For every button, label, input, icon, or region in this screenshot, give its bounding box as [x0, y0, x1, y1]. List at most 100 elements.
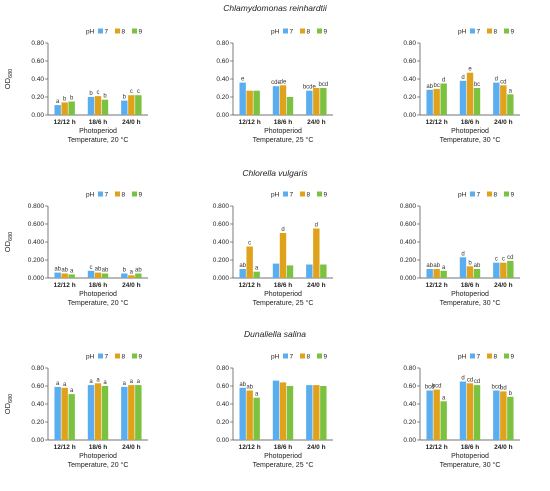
bar-ph7-1212 — [426, 269, 433, 278]
bar-ph7-1212 — [239, 387, 246, 440]
bar-ph9-240 — [135, 385, 142, 440]
bar-ph7-1212 — [54, 386, 61, 440]
bar-ph9-240 — [320, 386, 327, 440]
bar-ph8-1212 — [433, 88, 440, 115]
significance-letter: de — [280, 79, 287, 85]
x-axis-label: Photoperiod — [264, 453, 302, 460]
significance-letter: a — [56, 381, 60, 387]
x-category-label: 12/12 h — [426, 444, 448, 451]
bar-ph9-1212 — [440, 270, 447, 278]
significance-letter: d — [315, 223, 318, 229]
bar-ph9-240 — [320, 88, 327, 115]
species-title-chlorella: Chlorella vulgaris — [242, 168, 308, 178]
species-title-dunaliella: Dunaliella salina — [244, 329, 306, 339]
significance-letter: bc — [474, 82, 480, 88]
y-tick-label: 0.60 — [31, 383, 44, 390]
y-tick-label: 0.60 — [403, 383, 416, 390]
legend-label-ph7: 7 — [105, 29, 109, 36]
bar-ph9-1212 — [253, 397, 260, 440]
bar-ph7-240 — [493, 390, 500, 440]
significance-letter: bcd — [425, 385, 435, 391]
panel-subtitle: Temperature, 25 °C — [253, 299, 314, 307]
bar-ph9-240 — [507, 396, 514, 440]
legend-swatch-ph7 — [283, 28, 288, 34]
bar-ph8-240 — [500, 391, 507, 440]
significance-letter: a — [442, 265, 446, 271]
bar-ph7-1212 — [426, 89, 433, 115]
y-tick-label: 0.40 — [216, 401, 229, 408]
bar-ph7-1212 — [54, 105, 61, 115]
significance-letter: c — [495, 257, 498, 263]
y-tick-label: 0.80 — [31, 40, 44, 47]
legend-title: pH — [86, 354, 95, 361]
bar-ph8-240 — [128, 385, 135, 440]
significance-letter: a — [70, 388, 74, 394]
legend-label-ph8: 8 — [122, 192, 126, 199]
significance-letter: a — [56, 99, 60, 105]
legend-swatch-ph7 — [98, 191, 103, 197]
bar-ph8-186 — [466, 383, 474, 440]
bar-ph7-186 — [272, 263, 280, 278]
chart-panel-2-2: 0.000 0.200 0.400 0.600 0.800 pH 7 8 9 ab c a 12/12 … — [213, 191, 333, 307]
bar-ph9-1212 — [440, 401, 447, 440]
bar-ph8-240 — [313, 228, 320, 278]
significance-letter: cd — [507, 255, 513, 261]
bar-ph8-186 — [466, 72, 474, 115]
bar-ph8-1212 — [246, 90, 253, 115]
panel-subtitle: Temperature, 25 °C — [253, 136, 314, 144]
legend-label-ph7: 7 — [290, 354, 294, 361]
bar-ph9-1212 — [440, 83, 447, 115]
bar-ph8-1212 — [61, 387, 68, 440]
y-tick-label: 0.80 — [403, 365, 416, 372]
significance-letter: b — [123, 268, 127, 274]
bar-ph9-240 — [320, 264, 327, 278]
legend-label-ph9: 9 — [139, 354, 143, 361]
panel-subtitle: Temperature, 30 °C — [440, 461, 501, 469]
significance-letter: a — [103, 380, 107, 386]
significance-letter: e — [468, 67, 472, 73]
y-tick-label: 0.00 — [216, 112, 229, 119]
legend-label-ph9: 9 — [324, 192, 328, 199]
y-tick-label: 0.60 — [216, 58, 229, 65]
x-category-label: 18/6 h — [274, 282, 292, 289]
legend-swatch-ph9 — [317, 28, 322, 34]
bar-ph8-186 — [279, 382, 287, 440]
y-tick-label: 0.80 — [216, 40, 229, 47]
legend-label-ph7: 7 — [105, 192, 109, 199]
bar-ph9-186 — [101, 273, 109, 278]
legend-label-ph8: 8 — [307, 354, 311, 361]
bar-ph7-186 — [459, 381, 467, 440]
significance-letter: ab — [102, 268, 109, 274]
significance-letter: a — [442, 395, 446, 401]
y-tick-label: 0.00 — [31, 112, 44, 119]
bar-ph7-240 — [306, 264, 313, 278]
legend-swatch-ph9 — [504, 191, 509, 197]
bar-ph9-240 — [135, 273, 142, 278]
x-category-label: 12/12 h — [54, 119, 76, 126]
x-category-label: 18/6 h — [274, 119, 292, 126]
bar-ph7-240 — [493, 82, 500, 115]
significance-letter: ab — [61, 268, 68, 274]
bar-ph9-186 — [473, 88, 481, 115]
significance-letter: ab — [246, 385, 253, 391]
bar-ph9-1212 — [253, 271, 260, 278]
y-tick-label: 0.60 — [216, 383, 229, 390]
significance-letter: ab — [95, 267, 102, 273]
significance-letter: a — [63, 382, 67, 388]
x-category-label: 18/6 h — [461, 119, 479, 126]
x-category-label: 12/12 h — [54, 444, 76, 451]
legend-swatch-ph8 — [300, 28, 305, 34]
legend-label-ph7: 7 — [477, 354, 481, 361]
legend-label-ph9: 9 — [324, 29, 328, 36]
significance-letter: b — [70, 96, 74, 102]
x-category-label: 24/0 h — [307, 282, 325, 289]
x-axis-label: Photoperiod — [79, 291, 117, 298]
significance-letter: ab — [433, 263, 440, 269]
x-category-label: 24/0 h — [122, 119, 140, 126]
bar-ph9-186 — [473, 385, 481, 440]
x-category-label: 18/6 h — [461, 282, 479, 289]
legend-label-ph9: 9 — [324, 354, 328, 361]
